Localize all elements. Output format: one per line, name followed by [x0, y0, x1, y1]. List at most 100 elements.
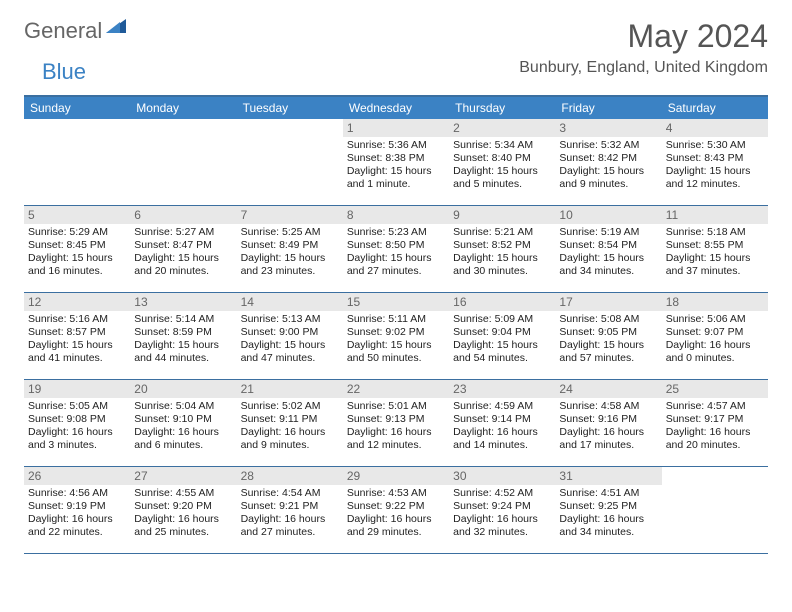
- sunrise-text: Sunrise: 5:11 AM: [347, 313, 445, 326]
- sunset-text: Sunset: 9:21 PM: [241, 500, 339, 513]
- dow-row: SundayMondayTuesdayWednesdayThursdayFrid…: [24, 97, 768, 119]
- sunset-text: Sunset: 9:00 PM: [241, 326, 339, 339]
- day-cell: 15Sunrise: 5:11 AMSunset: 9:02 PMDayligh…: [343, 293, 449, 379]
- sunrise-text: Sunrise: 5:19 AM: [559, 226, 657, 239]
- sunset-text: Sunset: 8:57 PM: [28, 326, 126, 339]
- day-cell: 2Sunrise: 5:34 AMSunset: 8:40 PMDaylight…: [449, 119, 555, 205]
- sunrise-text: Sunrise: 5:32 AM: [559, 139, 657, 152]
- daylight-text: Daylight: 15 hours and 16 minutes.: [28, 252, 126, 278]
- daylight-text: Daylight: 15 hours and 9 minutes.: [559, 165, 657, 191]
- day-cell: [237, 119, 343, 205]
- daylight-text: Daylight: 15 hours and 57 minutes.: [559, 339, 657, 365]
- day-number: 28: [237, 467, 343, 485]
- dow-cell: Friday: [555, 97, 661, 119]
- sunrise-text: Sunrise: 4:51 AM: [559, 487, 657, 500]
- sunrise-text: Sunrise: 5:18 AM: [666, 226, 764, 239]
- daylight-text: Daylight: 16 hours and 9 minutes.: [241, 426, 339, 452]
- day-cell: 8Sunrise: 5:23 AMSunset: 8:50 PMDaylight…: [343, 206, 449, 292]
- calendar: SundayMondayTuesdayWednesdayThursdayFrid…: [24, 95, 768, 554]
- daylight-text: Daylight: 15 hours and 50 minutes.: [347, 339, 445, 365]
- logo-sail-icon: [106, 17, 128, 40]
- daylight-text: Daylight: 16 hours and 6 minutes.: [134, 426, 232, 452]
- daylight-text: Daylight: 15 hours and 12 minutes.: [666, 165, 764, 191]
- week-row: 19Sunrise: 5:05 AMSunset: 9:08 PMDayligh…: [24, 380, 768, 467]
- sunrise-text: Sunrise: 4:58 AM: [559, 400, 657, 413]
- day-number: 11: [662, 206, 768, 224]
- day-cell: 12Sunrise: 5:16 AMSunset: 8:57 PMDayligh…: [24, 293, 130, 379]
- sunrise-text: Sunrise: 5:34 AM: [453, 139, 551, 152]
- sunrise-text: Sunrise: 5:16 AM: [28, 313, 126, 326]
- day-number: 17: [555, 293, 661, 311]
- sunset-text: Sunset: 9:13 PM: [347, 413, 445, 426]
- day-cell: 24Sunrise: 4:58 AMSunset: 9:16 PMDayligh…: [555, 380, 661, 466]
- day-cell: 28 Sunrise: 4:54 AMSunset: 9:21 PMDayligh…: [237, 467, 343, 553]
- sunset-text: Sunset: 8:38 PM: [347, 152, 445, 165]
- sunrise-text: Sunrise: 5:29 AM: [28, 226, 126, 239]
- sunset-text: Sunset: 9:20 PM: [134, 500, 232, 513]
- logo: General: [24, 18, 130, 44]
- sunrise-text: Sunrise: 5:21 AM: [453, 226, 551, 239]
- sunrise-text: Sunrise: 5:14 AM: [134, 313, 232, 326]
- daylight-text: Daylight: 16 hours and 20 minutes.: [666, 426, 764, 452]
- day-cell: 9Sunrise: 5:21 AMSunset: 8:52 PMDaylight…: [449, 206, 555, 292]
- sunrise-text: Sunrise: 4:57 AM: [666, 400, 764, 413]
- daylight-text: Daylight: 15 hours and 37 minutes.: [666, 252, 764, 278]
- day-number: 29: [343, 467, 449, 485]
- sunrise-text: Sunrise: 5:05 AM: [28, 400, 126, 413]
- daylight-text: Daylight: 15 hours and 1 minute.: [347, 165, 445, 191]
- day-number: 31: [555, 467, 661, 485]
- day-cell: 14Sunrise: 5:13 AMSunset: 9:00 PMDayligh…: [237, 293, 343, 379]
- day-cell: 29Sunrise: 4:53 AMSunset: 9:22 PMDayligh…: [343, 467, 449, 553]
- dow-cell: Monday: [130, 97, 236, 119]
- daylight-text: Daylight: 16 hours and 22 minutes.: [28, 513, 126, 539]
- week-row: 5Sunrise: 5:29 AMSunset: 8:45 PMDaylight…: [24, 206, 768, 293]
- day-number: 16: [449, 293, 555, 311]
- week-row: 1Sunrise: 5:36 AMSunset: 8:38 PMDaylight…: [24, 119, 768, 206]
- sunrise-text: Sunrise: 5:04 AM: [134, 400, 232, 413]
- sunset-text: Sunset: 9:25 PM: [559, 500, 657, 513]
- sunset-text: Sunset: 9:19 PM: [28, 500, 126, 513]
- day-cell: 16 Sunrise: 5:09 AMSunset: 9:04 PMDayligh…: [449, 293, 555, 379]
- sunset-text: Sunset: 8:50 PM: [347, 239, 445, 252]
- day-cell: 5Sunrise: 5:29 AMSunset: 8:45 PMDaylight…: [24, 206, 130, 292]
- month-title: May 2024: [519, 18, 768, 55]
- day-cell: 26Sunrise: 4:56 AMSunset: 9:19 PMDayligh…: [24, 467, 130, 553]
- day-cell: [24, 119, 130, 205]
- dow-cell: Tuesday: [237, 97, 343, 119]
- day-cell: 19Sunrise: 5:05 AMSunset: 9:08 PMDayligh…: [24, 380, 130, 466]
- sunrise-text: Sunrise: 4:53 AM: [347, 487, 445, 500]
- sunset-text: Sunset: 9:14 PM: [453, 413, 551, 426]
- day-number: 25: [662, 380, 768, 398]
- day-number: 4: [662, 119, 768, 137]
- daylight-text: Daylight: 16 hours and 3 minutes.: [28, 426, 126, 452]
- dow-cell: Saturday: [662, 97, 768, 119]
- day-cell: 22Sunrise: 5:01 AMSunset: 9:13 PMDayligh…: [343, 380, 449, 466]
- sunset-text: Sunset: 9:16 PM: [559, 413, 657, 426]
- day-cell: [662, 467, 768, 553]
- day-cell: 20Sunrise: 5:04 AMSunset: 9:10 PMDayligh…: [130, 380, 236, 466]
- sunset-text: Sunset: 8:47 PM: [134, 239, 232, 252]
- daylight-text: Daylight: 16 hours and 27 minutes.: [241, 513, 339, 539]
- sunrise-text: Sunrise: 4:59 AM: [453, 400, 551, 413]
- daylight-text: Daylight: 16 hours and 29 minutes.: [347, 513, 445, 539]
- sunset-text: Sunset: 8:54 PM: [559, 239, 657, 252]
- sunrise-text: Sunrise: 5:09 AM: [453, 313, 551, 326]
- sunset-text: Sunset: 8:52 PM: [453, 239, 551, 252]
- day-number: 24: [555, 380, 661, 398]
- sunset-text: Sunset: 8:40 PM: [453, 152, 551, 165]
- sunset-text: Sunset: 8:42 PM: [559, 152, 657, 165]
- day-number: 2: [449, 119, 555, 137]
- daylight-text: Daylight: 15 hours and 54 minutes.: [453, 339, 551, 365]
- dow-cell: Wednesday: [343, 97, 449, 119]
- daylight-text: Daylight: 15 hours and 23 minutes.: [241, 252, 339, 278]
- day-number: 22: [343, 380, 449, 398]
- day-number: 6: [130, 206, 236, 224]
- sunset-text: Sunset: 9:24 PM: [453, 500, 551, 513]
- day-cell: 21Sunrise: 5:02 AMSunset: 9:11 PMDayligh…: [237, 380, 343, 466]
- dow-cell: Thursday: [449, 97, 555, 119]
- day-number: 19: [24, 380, 130, 398]
- daylight-text: Daylight: 15 hours and 34 minutes.: [559, 252, 657, 278]
- sunrise-text: Sunrise: 4:54 AM: [241, 487, 339, 500]
- day-cell: 25Sunrise: 4:57 AMSunset: 9:17 PMDayligh…: [662, 380, 768, 466]
- sunset-text: Sunset: 9:04 PM: [453, 326, 551, 339]
